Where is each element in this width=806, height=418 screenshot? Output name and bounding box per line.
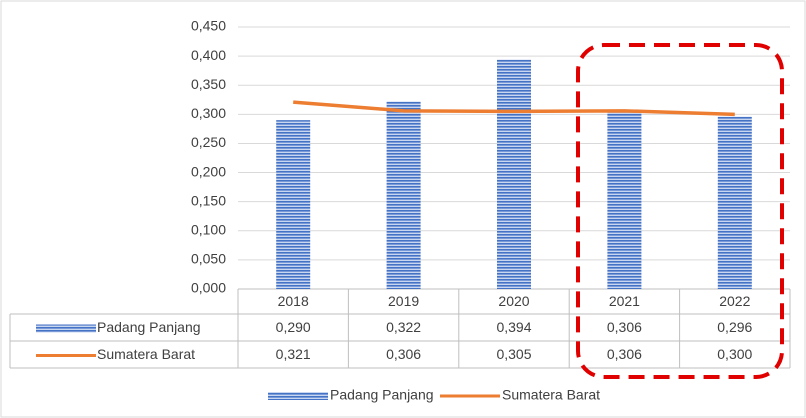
y-tick-label: 0,350 (191, 76, 226, 92)
y-tick-label: 0,200 (191, 163, 226, 179)
table-value: 0,300 (717, 346, 752, 362)
bar (717, 116, 752, 289)
y-tick-label: 0,300 (191, 105, 226, 121)
table-value: 0,306 (607, 319, 642, 335)
legend-label: Padang Panjang (330, 387, 434, 403)
table-value: 0,321 (276, 346, 311, 362)
y-tick-label: 0,100 (191, 221, 226, 237)
y-tick-label: 0,400 (191, 47, 226, 63)
y-tick-label: 0,050 (191, 251, 226, 267)
bar (607, 110, 642, 289)
y-tick-label: 0,450 (191, 18, 226, 34)
bar (386, 101, 421, 289)
table-value: 0,306 (386, 346, 421, 362)
legend-label: Sumatera Barat (502, 387, 600, 403)
x-tick-label: 2022 (719, 293, 750, 309)
x-tick-label: 2020 (498, 293, 529, 309)
table-value: 0,290 (276, 319, 311, 335)
x-tick-label: 2019 (388, 293, 419, 309)
table-series-name: Sumatera Barat (97, 346, 195, 362)
table-value: 0,296 (717, 319, 752, 335)
line (293, 100, 735, 117)
table-value: 0,322 (386, 319, 421, 335)
legend-key (268, 392, 328, 400)
y-tick-label: 0,000 (191, 280, 226, 296)
table-value: 0,306 (607, 346, 642, 362)
x-tick-label: 2021 (609, 293, 640, 309)
table-value: 0,305 (496, 346, 531, 362)
legend-key (36, 324, 96, 333)
table-value: 0,394 (496, 319, 531, 335)
table-series-name: Padang Panjang (97, 319, 201, 335)
y-tick-label: 0,150 (191, 192, 226, 208)
bar (497, 59, 531, 289)
highlight-box (576, 43, 784, 379)
y-tick-label: 0,250 (191, 134, 226, 150)
x-tick-label: 2018 (278, 293, 309, 309)
bar (276, 120, 311, 290)
